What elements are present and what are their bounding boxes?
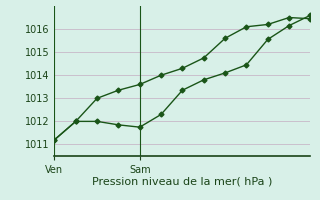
X-axis label: Pression niveau de la mer( hPa ): Pression niveau de la mer( hPa ) — [92, 176, 273, 186]
